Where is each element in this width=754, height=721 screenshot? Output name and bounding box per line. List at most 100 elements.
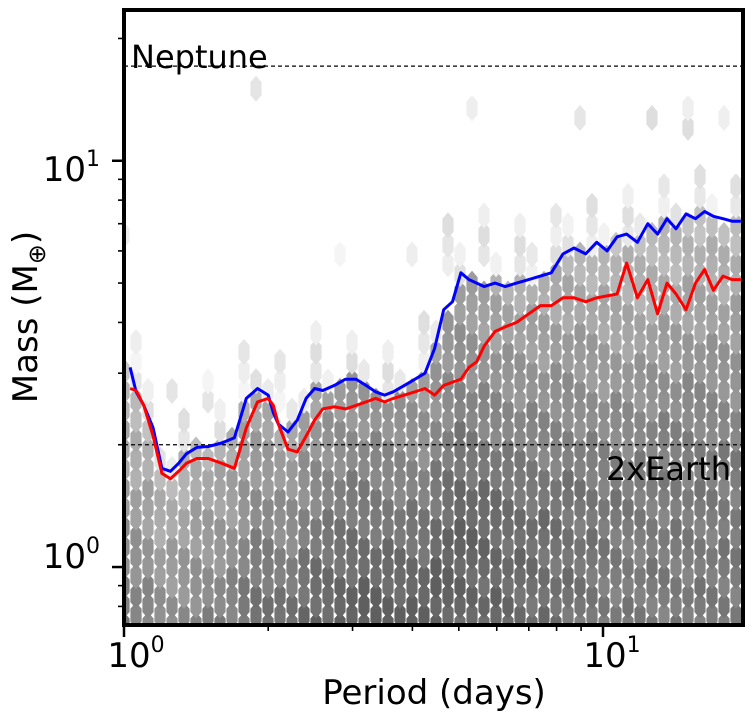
hexbin-cell bbox=[730, 563, 742, 590]
hexbin-cell bbox=[202, 543, 214, 570]
hexbin-cell bbox=[310, 456, 322, 482]
hexbin-cell bbox=[298, 504, 310, 531]
hexbin-cell bbox=[526, 592, 538, 619]
hexbin-cell bbox=[322, 446, 334, 473]
hexbin-cell bbox=[346, 485, 358, 512]
hexbin-cell bbox=[406, 378, 418, 404]
hexbin-cell bbox=[562, 446, 574, 473]
hexbin-cell bbox=[598, 300, 610, 326]
hexbin-cell bbox=[394, 582, 406, 609]
hexbin-cell bbox=[526, 456, 538, 482]
hexbin-cell bbox=[658, 368, 670, 395]
hexbin-cell bbox=[694, 280, 706, 307]
hexbin-cell bbox=[370, 524, 382, 551]
hexbin-cell bbox=[502, 358, 514, 385]
hexbin-cell bbox=[634, 251, 646, 278]
hexbin-cell bbox=[658, 504, 670, 531]
hexbin-cell bbox=[442, 485, 454, 512]
hexbin-cell bbox=[394, 602, 406, 625]
hexbin-cell bbox=[454, 436, 466, 463]
hexbin-cell bbox=[730, 231, 742, 258]
hexbin-cell bbox=[586, 192, 598, 219]
hexbin-cell bbox=[586, 543, 598, 570]
hexbin-cell bbox=[142, 378, 154, 404]
hexbin-cell bbox=[526, 280, 538, 307]
hexbin-cell bbox=[394, 446, 406, 473]
hexbin-cell bbox=[130, 524, 142, 551]
hexbin-cell bbox=[514, 602, 526, 625]
hexbin-cell bbox=[526, 514, 538, 541]
hexbin-cell bbox=[562, 407, 574, 434]
hexbin-cell bbox=[550, 436, 562, 463]
hexbin-cell bbox=[214, 514, 226, 541]
hexbin-cell bbox=[130, 426, 142, 453]
hexbin-cell bbox=[694, 397, 706, 424]
hexbin-cell bbox=[694, 378, 706, 404]
hexbin-cell bbox=[130, 465, 142, 492]
hexbin-cell bbox=[706, 504, 718, 531]
hexbin-cell bbox=[694, 592, 706, 619]
hexbin-cell bbox=[250, 426, 262, 453]
hexbin-cell bbox=[526, 241, 538, 268]
hexbin-cell bbox=[514, 270, 526, 297]
hexbin-cell bbox=[214, 475, 226, 502]
hexbin-cell bbox=[610, 251, 622, 278]
hexbin-cell bbox=[574, 436, 586, 463]
hexbin-cell bbox=[178, 465, 190, 492]
hexbin-cell bbox=[382, 378, 394, 404]
hexbin-cell bbox=[514, 387, 526, 414]
hexbin-cell bbox=[706, 524, 718, 551]
hexbin-cell bbox=[382, 495, 394, 521]
hexbin-cell bbox=[454, 339, 466, 365]
hexbin-cell bbox=[322, 426, 334, 453]
hexbin-cell bbox=[610, 465, 622, 492]
hexbin-cell bbox=[166, 534, 178, 560]
hexbin-cell bbox=[394, 504, 406, 531]
hexbin-cell bbox=[202, 524, 214, 551]
hexbin-cell bbox=[730, 524, 742, 551]
hexbin-cell bbox=[670, 436, 682, 463]
hexbin-cell bbox=[718, 495, 730, 521]
hexbin-cell bbox=[142, 436, 154, 463]
hexbin-cell bbox=[466, 485, 478, 512]
hexbin-cell bbox=[406, 514, 418, 541]
hexbin-cell bbox=[370, 426, 382, 453]
hexbin-cell bbox=[418, 543, 430, 570]
hexbin-cell bbox=[454, 319, 466, 346]
hexbin-cell bbox=[502, 456, 514, 482]
y-axis-title: Mass (M⊕) bbox=[6, 231, 51, 403]
hexbin-cell bbox=[682, 543, 694, 570]
hexbin-cell bbox=[550, 475, 562, 502]
hexbin-cell bbox=[586, 212, 598, 239]
hexbin-cell bbox=[706, 465, 718, 492]
hexbin-cell bbox=[142, 553, 154, 580]
hexbin-cell bbox=[406, 475, 418, 502]
hexbin-cell bbox=[610, 348, 622, 375]
hexbin-cell bbox=[382, 358, 394, 385]
hexbin-cell bbox=[718, 358, 730, 385]
hexbin-cell bbox=[514, 465, 526, 492]
hexbin-cell bbox=[562, 543, 574, 570]
hexbin-cell bbox=[382, 592, 394, 619]
hexbin-cell bbox=[202, 485, 214, 512]
hexbin-cell bbox=[526, 475, 538, 502]
hexbin-cell bbox=[130, 582, 142, 609]
hexbin-cell bbox=[646, 339, 658, 365]
hexbin-cell bbox=[718, 241, 730, 268]
hexbin-cell bbox=[586, 602, 598, 625]
hexbin-cell bbox=[274, 368, 286, 395]
hexbin-cell bbox=[622, 436, 634, 463]
hexbin-cell bbox=[538, 446, 550, 473]
hexbin-cell bbox=[190, 514, 202, 541]
hexbin-cell bbox=[430, 397, 442, 424]
plot-frame bbox=[122, 8, 745, 627]
hexbin-cell bbox=[454, 456, 466, 482]
hexbin-cell bbox=[682, 465, 694, 492]
hexbin-cell bbox=[682, 348, 694, 375]
hexbin-cell bbox=[130, 485, 142, 512]
hexbin-cell bbox=[430, 514, 442, 541]
hexbin-cell bbox=[358, 534, 370, 560]
hexbin-cell bbox=[502, 592, 514, 619]
hexbin-cell bbox=[490, 407, 502, 434]
hexbin-cell bbox=[562, 563, 574, 590]
